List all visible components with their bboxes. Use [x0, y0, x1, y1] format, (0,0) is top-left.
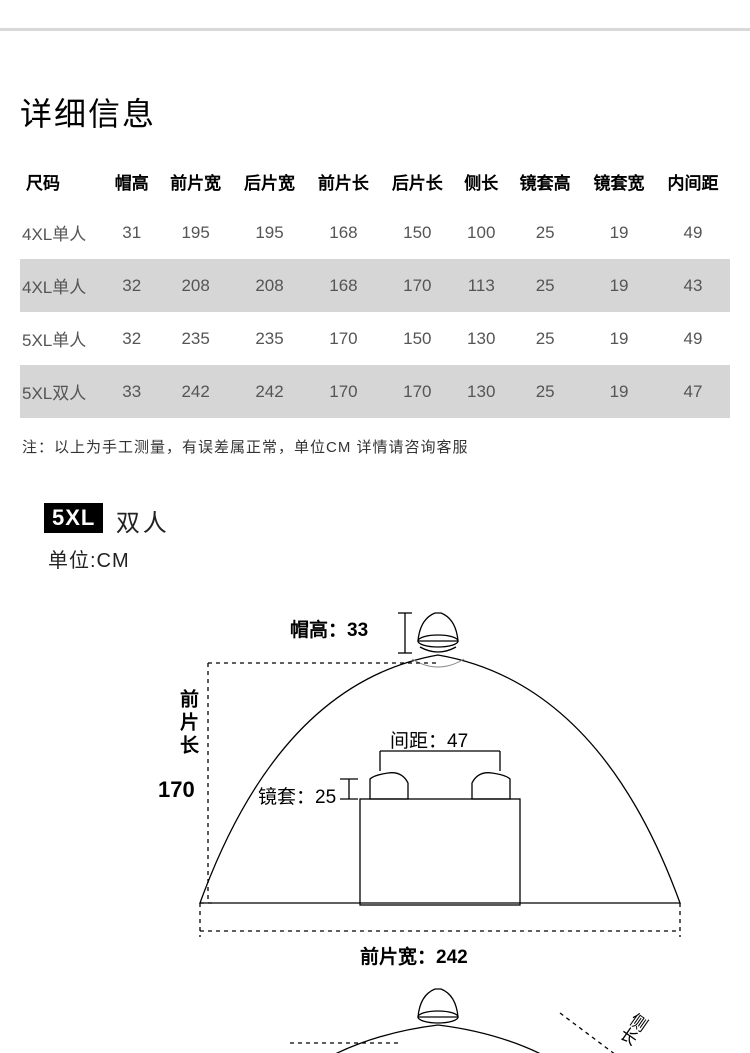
table-row: 4XL单人32208208168170113251943 [20, 259, 730, 312]
th-frontw: 前片宽 [159, 157, 233, 206]
th-caph: 帽高 [105, 157, 159, 206]
table-cell: 25 [508, 206, 582, 259]
table-cell: 31 [105, 206, 159, 259]
table-cell: 19 [582, 259, 656, 312]
front-width-label: 前片宽：242 [360, 945, 468, 968]
table-cell: 19 [582, 206, 656, 259]
size-badge-sub: 双人 [116, 503, 170, 538]
table-cell: 170 [306, 312, 380, 365]
front-length-label: 前片长 [174, 689, 201, 758]
table-cell: 25 [508, 312, 582, 365]
table-cell: 242 [159, 365, 233, 418]
front-length-value: 170 [158, 777, 195, 803]
table-cell: 43 [656, 259, 730, 312]
table-cell: 130 [454, 365, 508, 418]
table-cell: 113 [454, 259, 508, 312]
mirror-sleeves-icon [370, 773, 510, 799]
table-cell: 170 [380, 259, 454, 312]
mirror-label: 镜套：25 [258, 786, 336, 808]
diagram-header: 5XL 双人 [44, 503, 730, 538]
measurement-note: 注：以上为手工测量，有误差属正常，单位CM 详情请咨询客服 [22, 436, 730, 457]
table-cell: 47 [656, 365, 730, 418]
th-mirw: 镜套宽 [582, 157, 656, 206]
table-cell: 32 [105, 312, 159, 365]
th-gap: 内间距 [656, 157, 730, 206]
table-cell: 235 [233, 312, 307, 365]
table-row: 5XL双人33242242170170130251947 [20, 365, 730, 418]
table-cell: 130 [454, 312, 508, 365]
table-cell: 242 [233, 365, 307, 418]
unit-label: 单位:CM [48, 544, 730, 573]
table-header-row: 尺码 帽高 前片宽 后片宽 前片长 后片长 侧长 镜套高 镜套宽 内间距 [20, 157, 730, 206]
th-mirh: 镜套高 [508, 157, 582, 206]
table-cell: 32 [105, 259, 159, 312]
th-frontl: 前片长 [306, 157, 380, 206]
th-sidel: 侧长 [454, 157, 508, 206]
page-title: 详细信息 [20, 89, 730, 135]
table-cell: 195 [159, 206, 233, 259]
table-cell: 5XL单人 [20, 312, 105, 365]
table-cell: 208 [233, 259, 307, 312]
inner-box [360, 799, 520, 905]
size-badge: 5XL [44, 503, 103, 533]
table-cell: 5XL双人 [20, 365, 105, 418]
table-cell: 25 [508, 259, 582, 312]
table-row: 4XL单人31195195168150100251949 [20, 206, 730, 259]
second-diagram-partial: 侧长 [40, 983, 750, 1053]
th-backl: 后片长 [380, 157, 454, 206]
table-cell: 49 [656, 312, 730, 365]
table-row: 5XL单人32235235170150130251949 [20, 312, 730, 365]
hood-icon-2 [418, 989, 458, 1023]
table-cell: 170 [306, 365, 380, 418]
th-size: 尺码 [20, 157, 105, 206]
table-cell: 100 [454, 206, 508, 259]
table-cell: 49 [656, 206, 730, 259]
table-cell: 33 [105, 365, 159, 418]
hood-icon [418, 613, 458, 652]
main-diagram: 前片长 170 帽高：33 [40, 603, 750, 983]
table-cell: 235 [159, 312, 233, 365]
table-cell: 19 [582, 365, 656, 418]
table-cell: 168 [306, 206, 380, 259]
table-cell: 150 [380, 206, 454, 259]
content-region: 详细信息 尺码 帽高 前片宽 后片宽 前片长 后片长 侧长 镜套高 镜套宽 内间… [0, 31, 750, 1053]
table-cell: 4XL单人 [20, 259, 105, 312]
poncho-outline [200, 655, 680, 903]
table-cell: 168 [306, 259, 380, 312]
th-backw: 后片宽 [233, 157, 307, 206]
table-cell: 170 [380, 365, 454, 418]
table-cell: 25 [508, 365, 582, 418]
table-cell: 150 [380, 312, 454, 365]
cap-height-label: 帽高：33 [290, 618, 368, 641]
table-cell: 19 [582, 312, 656, 365]
table-cell: 208 [159, 259, 233, 312]
size-table: 尺码 帽高 前片宽 后片宽 前片长 后片长 侧长 镜套高 镜套宽 内间距 4XL… [20, 157, 730, 418]
table-cell: 195 [233, 206, 307, 259]
gap-label: 间距：47 [390, 730, 468, 752]
diagram-svg: 帽高：33 间距：47 镜套：25 [40, 603, 750, 983]
table-cell: 4XL单人 [20, 206, 105, 259]
